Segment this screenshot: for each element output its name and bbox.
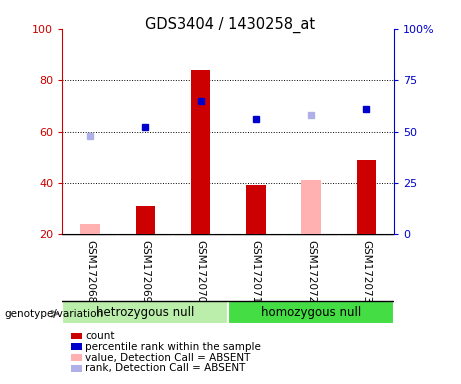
- Bar: [80, 224, 100, 234]
- Bar: [62, 301, 228, 324]
- Text: value, Detection Call = ABSENT: value, Detection Call = ABSENT: [85, 353, 251, 362]
- Bar: [301, 180, 321, 234]
- Text: GSM172073: GSM172073: [361, 240, 372, 303]
- Text: genotype/variation: genotype/variation: [5, 309, 104, 319]
- Text: GSM172068: GSM172068: [85, 240, 95, 303]
- Text: hetrozygous null: hetrozygous null: [96, 306, 195, 319]
- Text: homozygous null: homozygous null: [261, 306, 361, 319]
- Bar: [357, 160, 376, 234]
- Bar: [136, 206, 155, 234]
- Bar: [246, 185, 266, 234]
- Text: GSM172070: GSM172070: [195, 240, 206, 303]
- Bar: [191, 70, 210, 234]
- Text: GSM172069: GSM172069: [140, 240, 150, 303]
- Text: GSM172072: GSM172072: [306, 240, 316, 303]
- Text: count: count: [85, 331, 115, 341]
- Text: GSM172071: GSM172071: [251, 240, 261, 303]
- Text: percentile rank within the sample: percentile rank within the sample: [85, 342, 261, 352]
- Text: GDS3404 / 1430258_at: GDS3404 / 1430258_at: [145, 17, 316, 33]
- Bar: [228, 301, 394, 324]
- Text: rank, Detection Call = ABSENT: rank, Detection Call = ABSENT: [85, 363, 246, 373]
